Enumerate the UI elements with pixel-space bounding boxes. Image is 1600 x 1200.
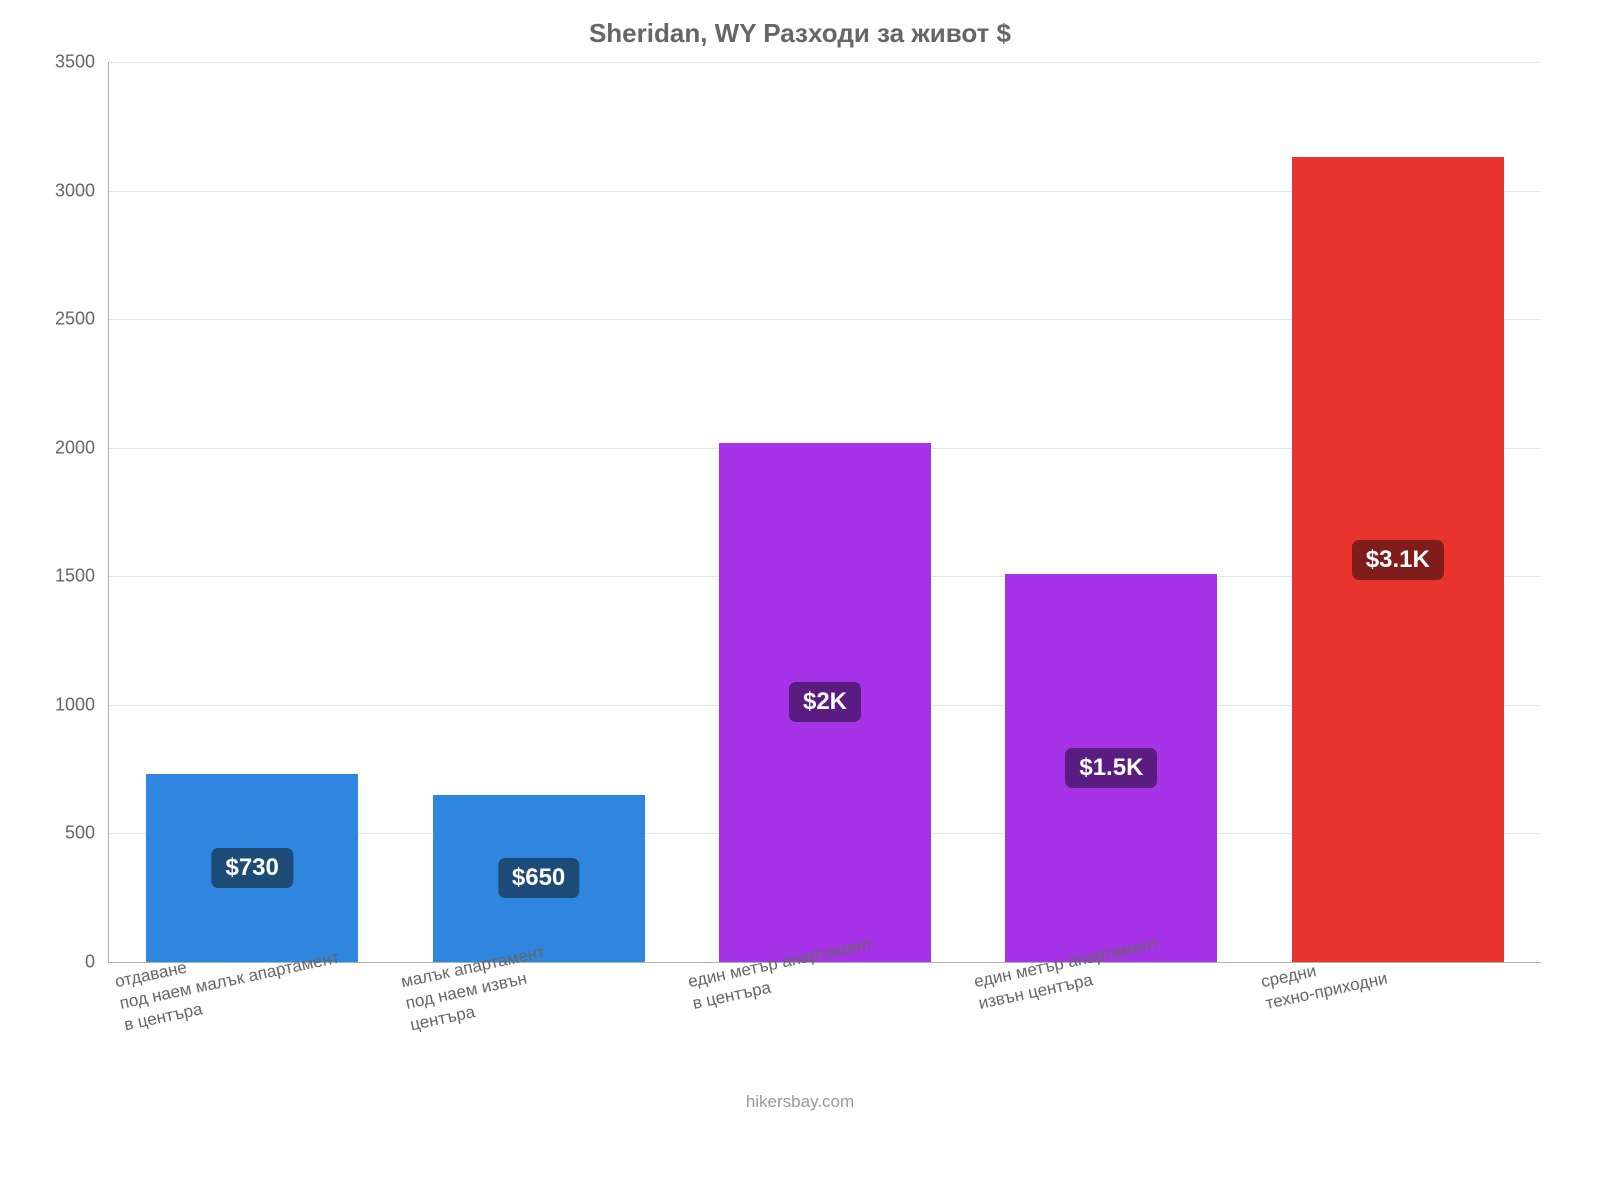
y-tick-label: 1000 <box>55 694 109 715</box>
x-tick-label: малък апартамент под наем извън центъра <box>397 932 556 1037</box>
y-tick-label: 2000 <box>55 437 109 458</box>
bar-value-label: $730 <box>211 848 292 888</box>
x-tick-label: средни техно-приходни <box>1257 936 1390 1015</box>
y-tick-label: 3500 <box>55 52 109 73</box>
bar-value-badge: $730 <box>211 848 292 888</box>
bar-value-label: $3.1K <box>1352 540 1444 580</box>
y-tick-label: 500 <box>65 823 109 844</box>
bar-value-badge: $2K <box>789 682 861 722</box>
bar: $1.5K <box>1005 574 1217 962</box>
gridline <box>109 62 1541 63</box>
bar: $2K <box>719 443 931 962</box>
bar: $3.1K <box>1292 157 1504 962</box>
plot-area: 0500100015002000250030003500$730отдаване… <box>108 62 1541 963</box>
bar-value-badge: $1.5K <box>1065 748 1157 788</box>
bar-value-badge: $650 <box>498 858 579 898</box>
y-tick-label: 1500 <box>55 566 109 587</box>
bar-value-badge: $3.1K <box>1352 540 1444 580</box>
bar-value-label: $1.5K <box>1065 748 1157 788</box>
y-tick-label: 0 <box>85 952 109 973</box>
y-tick-label: 2500 <box>55 309 109 330</box>
cost-of-living-chart: Sheridan, WY Разходи за живот $ 05001000… <box>0 0 1600 1200</box>
bar-value-label: $650 <box>498 858 579 898</box>
chart-title: Sheridan, WY Разходи за живот $ <box>0 18 1600 49</box>
attribution-text: hikersbay.com <box>0 1092 1600 1112</box>
bar-value-label: $2K <box>789 682 861 722</box>
y-tick-label: 3000 <box>55 180 109 201</box>
